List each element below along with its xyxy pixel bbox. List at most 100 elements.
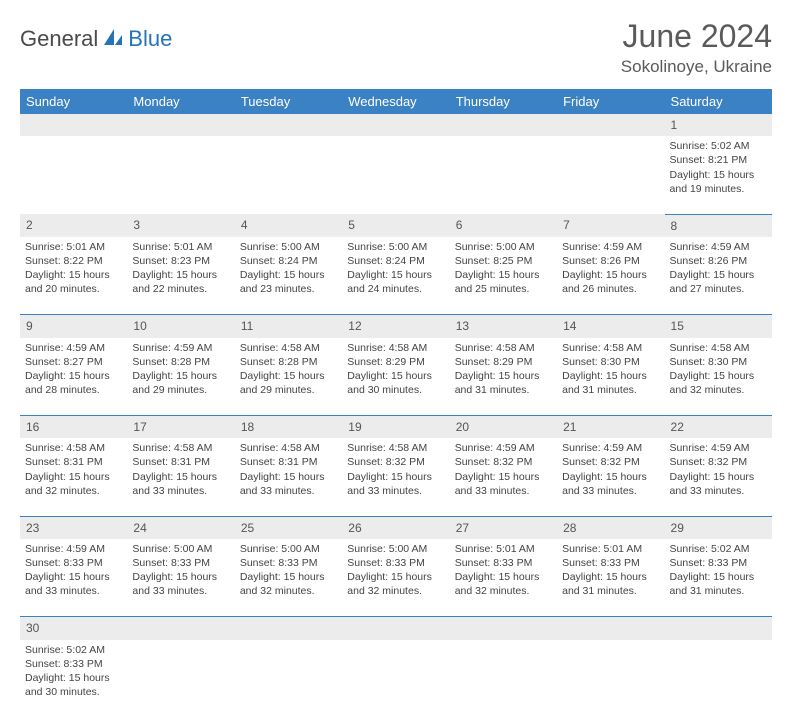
sunrise-line: Sunrise: 4:58 AM [240, 341, 337, 355]
daylight-line: Daylight: 15 hours and 29 minutes. [132, 369, 229, 397]
day-cell: Sunrise: 5:00 AMSunset: 8:33 PMDaylight:… [127, 539, 234, 617]
day-cell: Sunrise: 4:59 AMSunset: 8:32 PMDaylight:… [665, 438, 772, 516]
day-number-cell [127, 617, 234, 640]
day-number-cell: 28 [557, 516, 664, 539]
sunset-line: Sunset: 8:32 PM [347, 455, 444, 469]
day-number-cell: 13 [450, 315, 557, 338]
daylight-line: Daylight: 15 hours and 19 minutes. [670, 168, 767, 196]
week-row: Sunrise: 4:59 AMSunset: 8:27 PMDaylight:… [20, 338, 772, 416]
sunrise-line: Sunrise: 5:02 AM [25, 643, 122, 657]
day-number-row: 23242526272829 [20, 516, 772, 539]
sunrise-line: Sunrise: 4:58 AM [670, 341, 767, 355]
day-number-cell: 20 [450, 416, 557, 439]
sunrise-line: Sunrise: 4:58 AM [240, 441, 337, 455]
daylight-line: Daylight: 15 hours and 32 minutes. [455, 570, 552, 598]
day-number-cell: 22 [665, 416, 772, 439]
day-number-cell: 18 [235, 416, 342, 439]
sunset-line: Sunset: 8:30 PM [562, 355, 659, 369]
daylight-line: Daylight: 15 hours and 30 minutes. [25, 671, 122, 699]
day-cell: Sunrise: 5:00 AMSunset: 8:24 PMDaylight:… [342, 237, 449, 315]
day-cell: Sunrise: 5:01 AMSunset: 8:22 PMDaylight:… [20, 237, 127, 315]
sunset-line: Sunset: 8:23 PM [132, 254, 229, 268]
day-cell [342, 136, 449, 214]
sunset-line: Sunset: 8:24 PM [240, 254, 337, 268]
weekday-header: Sunday [20, 89, 127, 114]
day-number-cell: 24 [127, 516, 234, 539]
day-cell: Sunrise: 4:58 AMSunset: 8:31 PMDaylight:… [127, 438, 234, 516]
daylight-line: Daylight: 15 hours and 33 minutes. [562, 470, 659, 498]
day-cell: Sunrise: 5:01 AMSunset: 8:33 PMDaylight:… [557, 539, 664, 617]
daylight-line: Daylight: 15 hours and 33 minutes. [132, 570, 229, 598]
day-number-cell: 21 [557, 416, 664, 439]
logo: General Blue [20, 18, 172, 52]
day-cell: Sunrise: 4:59 AMSunset: 8:27 PMDaylight:… [20, 338, 127, 416]
sunrise-line: Sunrise: 4:59 AM [562, 441, 659, 455]
sunset-line: Sunset: 8:32 PM [455, 455, 552, 469]
sunset-line: Sunset: 8:33 PM [670, 556, 767, 570]
week-row: Sunrise: 5:02 AMSunset: 8:33 PMDaylight:… [20, 640, 772, 718]
day-cell: Sunrise: 4:58 AMSunset: 8:29 PMDaylight:… [342, 338, 449, 416]
day-cell: Sunrise: 5:01 AMSunset: 8:23 PMDaylight:… [127, 237, 234, 315]
day-number-row: 2345678 [20, 214, 772, 237]
day-number-cell: 11 [235, 315, 342, 338]
day-number-cell [557, 114, 664, 136]
sunrise-line: Sunrise: 4:58 AM [455, 341, 552, 355]
sunrise-line: Sunrise: 5:00 AM [455, 240, 552, 254]
day-number-cell: 16 [20, 416, 127, 439]
day-number-cell: 29 [665, 516, 772, 539]
day-number-cell [235, 617, 342, 640]
day-cell [20, 136, 127, 214]
sunset-line: Sunset: 8:26 PM [562, 254, 659, 268]
day-cell: Sunrise: 5:02 AMSunset: 8:33 PMDaylight:… [665, 539, 772, 617]
day-number-cell: 6 [450, 214, 557, 237]
day-cell: Sunrise: 4:59 AMSunset: 8:26 PMDaylight:… [557, 237, 664, 315]
day-cell: Sunrise: 5:00 AMSunset: 8:33 PMDaylight:… [235, 539, 342, 617]
day-cell [235, 136, 342, 214]
sunrise-line: Sunrise: 4:59 AM [132, 341, 229, 355]
sunrise-line: Sunrise: 5:02 AM [670, 542, 767, 556]
logo-sail-icon [102, 27, 124, 52]
day-cell [665, 640, 772, 718]
daylight-line: Daylight: 15 hours and 32 minutes. [25, 470, 122, 498]
daylight-line: Daylight: 15 hours and 20 minutes. [25, 268, 122, 296]
sunrise-line: Sunrise: 5:01 AM [25, 240, 122, 254]
sunset-line: Sunset: 8:30 PM [670, 355, 767, 369]
day-number-cell [557, 617, 664, 640]
day-cell [342, 640, 449, 718]
sunrise-line: Sunrise: 5:01 AM [132, 240, 229, 254]
day-number-cell: 3 [127, 214, 234, 237]
daylight-line: Daylight: 15 hours and 26 minutes. [562, 268, 659, 296]
day-cell: Sunrise: 5:01 AMSunset: 8:33 PMDaylight:… [450, 539, 557, 617]
daylight-line: Daylight: 15 hours and 33 minutes. [132, 470, 229, 498]
weekday-header: Friday [557, 89, 664, 114]
sunset-line: Sunset: 8:28 PM [132, 355, 229, 369]
sunset-line: Sunset: 8:29 PM [455, 355, 552, 369]
day-number-cell: 8 [665, 214, 772, 237]
sunrise-line: Sunrise: 4:58 AM [562, 341, 659, 355]
sunrise-line: Sunrise: 5:00 AM [132, 542, 229, 556]
sunset-line: Sunset: 8:33 PM [347, 556, 444, 570]
sunset-line: Sunset: 8:22 PM [25, 254, 122, 268]
day-number-cell: 10 [127, 315, 234, 338]
day-number-row: 16171819202122 [20, 416, 772, 439]
daylight-line: Daylight: 15 hours and 23 minutes. [240, 268, 337, 296]
day-number-cell: 9 [20, 315, 127, 338]
logo-text-general: General [20, 26, 98, 52]
sunset-line: Sunset: 8:33 PM [132, 556, 229, 570]
logo-text-blue: Blue [128, 26, 172, 52]
day-number-cell: 30 [20, 617, 127, 640]
day-number-cell [235, 114, 342, 136]
sunset-line: Sunset: 8:33 PM [455, 556, 552, 570]
weekday-header-row: SundayMondayTuesdayWednesdayThursdayFrid… [20, 89, 772, 114]
day-cell: Sunrise: 5:00 AMSunset: 8:33 PMDaylight:… [342, 539, 449, 617]
daylight-line: Daylight: 15 hours and 27 minutes. [670, 268, 767, 296]
day-number-cell: 27 [450, 516, 557, 539]
daylight-line: Daylight: 15 hours and 33 minutes. [347, 470, 444, 498]
daylight-line: Daylight: 15 hours and 31 minutes. [670, 570, 767, 598]
daylight-line: Daylight: 15 hours and 32 minutes. [670, 369, 767, 397]
daylight-line: Daylight: 15 hours and 31 minutes. [455, 369, 552, 397]
day-number-cell: 14 [557, 315, 664, 338]
sunrise-line: Sunrise: 4:58 AM [347, 341, 444, 355]
day-number-cell [127, 114, 234, 136]
sunrise-line: Sunrise: 4:59 AM [670, 441, 767, 455]
